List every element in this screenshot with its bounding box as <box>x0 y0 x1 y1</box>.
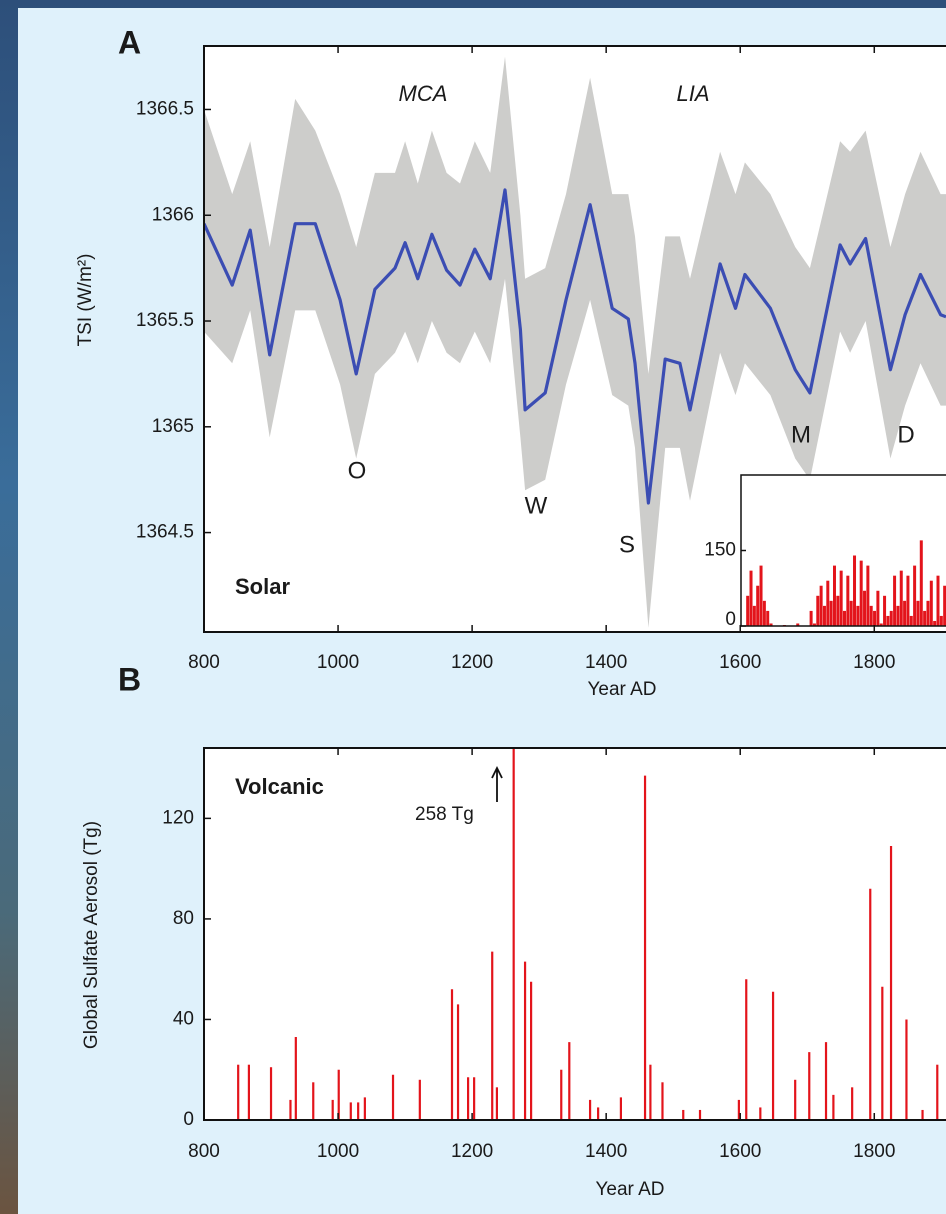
uncertainty-band <box>204 56 946 628</box>
y-tick-label: 0 <box>183 1109 194 1130</box>
x-tick-label: 1400 <box>585 652 627 673</box>
tsi-line <box>204 188 946 505</box>
x-tick-label: 1800 <box>853 652 895 673</box>
x-tick-label: 1000 <box>317 652 359 673</box>
x-tick-label: 1200 <box>451 652 493 673</box>
x-tick-label: 1000 <box>317 1141 359 1162</box>
y-tick-label: 1366.5 <box>136 98 194 119</box>
x-axis-title: Year AD <box>587 679 656 700</box>
y-tick-label: 1365 <box>152 416 194 437</box>
x-tick-label: 1400 <box>585 1141 627 1162</box>
x-tick-label: 800 <box>188 652 220 673</box>
plot-area <box>204 748 946 1120</box>
annotation-arrow <box>491 765 503 802</box>
x-tick-label: 1800 <box>853 1141 895 1162</box>
annotation: D <box>897 421 914 448</box>
y-axis-title: TSI (W/m²) <box>75 254 96 347</box>
y-tick-label: 80 <box>173 908 194 929</box>
annotation: M <box>791 421 811 448</box>
x-tick-label: 1600 <box>719 1141 761 1162</box>
y-tick-label: 1366 <box>152 204 194 225</box>
y-tick-label: 40 <box>173 1008 194 1029</box>
plot-b <box>237 748 939 1120</box>
x-tick-label: 1200 <box>451 1141 493 1162</box>
y-tick-label: 0 <box>725 609 736 630</box>
annotation: LIA <box>676 81 709 106</box>
y-tick-label: 1365.5 <box>136 310 194 331</box>
x-tick-label: 800 <box>188 1141 220 1162</box>
axes-frame <box>203 747 946 1121</box>
x-axis-title: Year AD <box>595 1179 664 1200</box>
y-axis-title: Global Sulfate Aerosol (Tg) <box>81 821 102 1049</box>
inset-area <box>741 475 946 626</box>
annotation: Volcanic <box>235 774 324 799</box>
x-tick-label: 1600 <box>719 652 761 673</box>
annotation: S <box>619 531 635 558</box>
annotation: O <box>348 457 367 484</box>
annotation: Solar <box>235 574 290 599</box>
y-tick-label: 120 <box>162 807 194 828</box>
axes-frame <box>203 45 946 633</box>
y-tick-label: 150 <box>704 540 736 561</box>
annotation: 258 Tg <box>415 804 474 825</box>
plot-a <box>204 56 946 628</box>
y-tick-label: 1364.5 <box>136 522 194 543</box>
annotation: W <box>525 492 548 519</box>
inset-plot <box>746 540 946 626</box>
ticks: 800 1000 1200 1400 1600 18001364.513651365.51… <box>136 46 895 1162</box>
panel-label: A <box>118 24 141 60</box>
inset <box>740 474 946 627</box>
panel-label: B <box>118 661 141 697</box>
annotation: MCA <box>399 81 448 106</box>
